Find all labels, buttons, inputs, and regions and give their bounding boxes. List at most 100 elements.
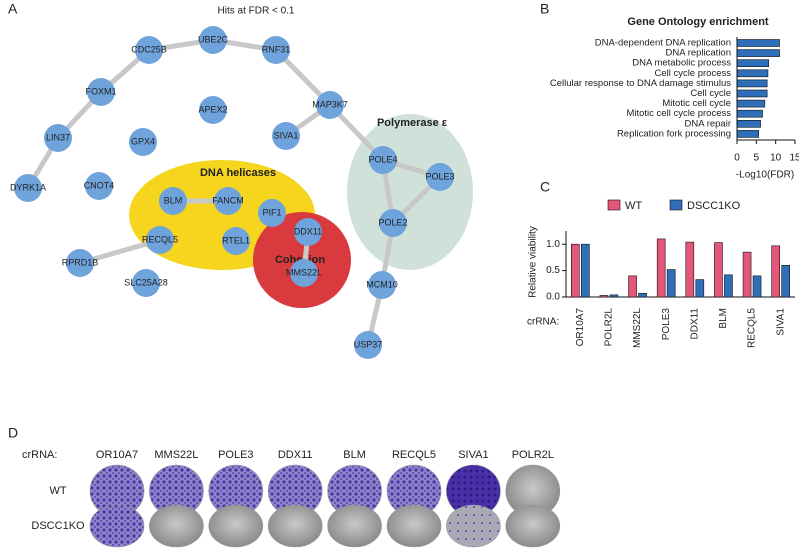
category-axis-label: crRNA: <box>527 317 559 328</box>
bar <box>714 242 723 298</box>
column-label: DDX11 <box>278 449 313 461</box>
node-label: FOXM1 <box>85 86 116 96</box>
node <box>369 146 397 174</box>
node-label: RTEL1 <box>222 235 250 245</box>
bar <box>736 59 770 68</box>
node-label: BLM <box>164 195 183 205</box>
x-tick-label: BLM <box>718 308 729 329</box>
x-tick-label: RECQL5 <box>747 308 758 348</box>
x-tick-label: MMS22L <box>632 308 643 348</box>
category-label: Mitotic cell cycle <box>662 98 731 109</box>
bar <box>666 269 676 298</box>
bar <box>736 130 759 138</box>
bar <box>781 265 790 298</box>
x-tick-label: DDX11 <box>689 308 700 340</box>
node <box>85 172 113 200</box>
plate-header: crRNA: <box>22 449 57 461</box>
bar <box>752 275 762 298</box>
node-label: POLE2 <box>378 217 407 227</box>
node-label: SIVA1 <box>274 130 299 140</box>
category-label: Cell cycle process <box>654 68 731 79</box>
bar <box>742 251 752 298</box>
node <box>379 209 407 237</box>
node <box>258 199 286 227</box>
node-label: GPX4 <box>131 136 155 146</box>
bar <box>771 245 780 298</box>
node-label: CNOT4 <box>84 180 115 190</box>
x-tick-label: SIVA1 <box>775 308 786 336</box>
node-label: MMS22L <box>286 267 322 277</box>
well <box>446 504 501 548</box>
category-label: DNA repair <box>685 118 731 129</box>
node-label: LIN37 <box>46 132 70 142</box>
bar <box>736 79 768 88</box>
node <box>290 259 318 287</box>
node <box>146 226 174 254</box>
panel-label: C <box>540 179 550 195</box>
node-label: RPRD1B <box>62 257 99 267</box>
category-label: Cell cycle <box>690 88 731 99</box>
x-axis-label: -Log10(FDR) <box>736 170 794 181</box>
node-label: UBE2C <box>198 34 229 44</box>
bar <box>571 243 580 298</box>
legend-label: DSCC1KO <box>687 200 741 212</box>
well <box>386 504 442 548</box>
node <box>222 227 250 255</box>
column-label: SIVA1 <box>458 449 488 461</box>
node <box>368 271 396 299</box>
node <box>262 36 290 64</box>
bar <box>685 241 695 298</box>
bar <box>695 279 705 298</box>
y-tick-label: 1.0 <box>546 239 560 250</box>
column-label: POLE3 <box>218 449 253 461</box>
y-tick-label: 0.5 <box>546 265 560 276</box>
node-label: APEX2 <box>198 104 227 114</box>
group-area <box>347 114 473 270</box>
node <box>294 218 322 246</box>
node <box>316 91 344 119</box>
x-tick-label: 15 <box>789 153 799 164</box>
y-axis-label: Relative viability <box>528 226 539 298</box>
category-label: DNA-dependent DNA replication <box>595 38 731 49</box>
y-tick-label: 0.0 <box>546 292 560 303</box>
x-tick-label: 10 <box>770 153 782 164</box>
group-label: DNA helicases <box>200 167 276 179</box>
node <box>354 331 382 359</box>
column-label: RECQL5 <box>392 449 436 461</box>
node <box>129 128 157 156</box>
well <box>327 504 382 548</box>
bar <box>599 295 609 298</box>
bar <box>736 69 769 78</box>
node <box>14 174 42 202</box>
legend-swatch <box>669 199 683 211</box>
node <box>44 124 72 152</box>
category-label: Mitotic cell cycle process <box>626 108 731 119</box>
column-label: MMS22L <box>154 449 198 461</box>
panel-label: B <box>540 1 549 17</box>
node-label: RNF31 <box>262 44 291 54</box>
node <box>87 78 115 106</box>
bar <box>736 49 780 57</box>
node-label: POLE3 <box>425 171 454 181</box>
node <box>199 26 227 54</box>
node <box>426 163 454 191</box>
x-tick-label: 0 <box>734 153 740 164</box>
node <box>199 96 227 124</box>
node <box>159 187 187 215</box>
row-label: WT <box>49 485 66 497</box>
bar <box>736 109 763 118</box>
bar <box>724 274 733 298</box>
panel-label: A <box>8 1 18 17</box>
bar <box>628 275 637 298</box>
category-label: Cellular response to DNA damage stimulus <box>550 78 731 89</box>
well <box>149 504 204 548</box>
bar <box>609 294 619 298</box>
category-label: Replication fork processing <box>617 128 731 139</box>
legend-label: WT <box>625 200 642 212</box>
node <box>135 36 163 64</box>
bar <box>736 99 766 108</box>
bar <box>581 243 590 298</box>
node-label: PIF1 <box>262 207 281 217</box>
column-label: BLM <box>343 449 366 461</box>
